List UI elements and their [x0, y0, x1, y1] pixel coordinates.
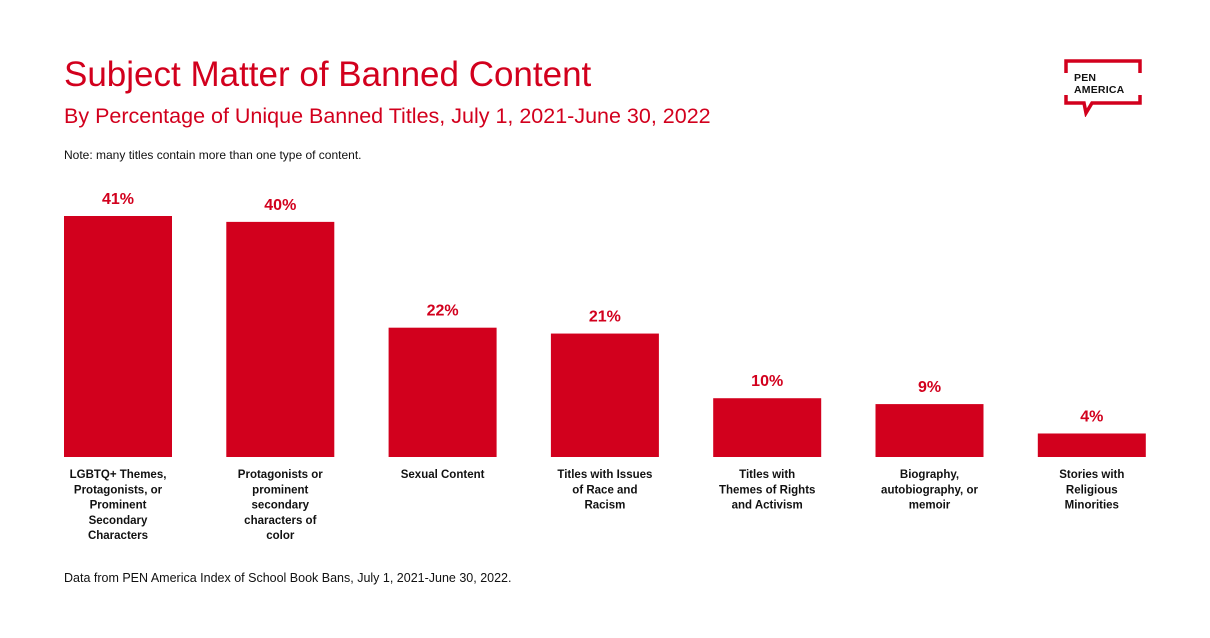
value-label-3: 21%	[589, 309, 621, 326]
bar-0	[64, 216, 172, 457]
bar-3	[550, 333, 659, 457]
category-label-line: color	[266, 530, 295, 542]
category-label-6: Stories with Religious Minorities	[1059, 469, 1124, 512]
bar-6	[1037, 433, 1146, 457]
category-label-3: Titles with Issues of Race and Racism	[557, 469, 652, 512]
chart-note: Note: many titles contain more than one …	[64, 148, 362, 162]
pen-america-logo: PEN AMERICA	[1064, 59, 1144, 118]
category-label-line: prominent	[252, 484, 308, 496]
category-label-line: Themes of Rights	[719, 484, 815, 496]
category-label-line: characters of	[244, 515, 316, 527]
logo-line-2: AMERICA	[1074, 84, 1125, 96]
value-label-5: 9%	[918, 379, 941, 396]
category-label-line: Protagonists, or	[74, 484, 163, 496]
category-label-line: Protagonists or	[238, 469, 324, 481]
category-label-line: Religious	[1066, 484, 1118, 496]
value-label-2: 22%	[427, 303, 459, 320]
logo-frame-icon	[1064, 59, 1144, 118]
category-label-line: Stories with	[1059, 469, 1124, 481]
category-label-line: Sexual Content	[401, 469, 485, 481]
value-label-1: 40%	[264, 197, 296, 214]
source-note: Data from PEN America Index of School Bo…	[64, 571, 512, 585]
category-label-1: Protagonists or prominent secondary charact…	[238, 469, 324, 542]
category-label-line: LGBTQ+ Themes,	[70, 469, 167, 481]
bar-4	[713, 398, 822, 457]
category-label-line: Titles with	[739, 469, 795, 481]
category-label-line: Racism	[584, 500, 625, 512]
category-label-line: Minorities	[1065, 500, 1119, 512]
bar-5	[875, 404, 984, 457]
chart-subtitle: By Percentage of Unique Banned Titles, J…	[64, 104, 711, 128]
chart-title: Subject Matter of Banned Content	[64, 55, 592, 94]
value-label-4: 10%	[751, 373, 783, 390]
category-label-line: Secondary	[89, 515, 148, 527]
category-label-2: Sexual Content	[401, 469, 485, 481]
category-label-line: Titles with Issues	[557, 469, 652, 481]
category-label-line: of Race and	[572, 484, 637, 496]
category-label-line: Characters	[88, 530, 148, 542]
value-label-0: 41%	[102, 191, 134, 208]
bar-2	[388, 327, 497, 457]
category-label-4: Titles with Themes of Rights and Activism	[719, 469, 815, 512]
logo-text: PEN AMERICA	[1074, 72, 1124, 96]
category-label-line: secondary	[252, 500, 310, 512]
category-label-line: Prominent	[90, 500, 147, 512]
bar-1	[226, 221, 335, 457]
logo-line-1: PEN	[1074, 72, 1097, 84]
category-label-line: and Activism	[732, 500, 803, 512]
category-label-5: Biography, autobiography, or memoir	[881, 469, 978, 512]
category-label-line: Biography,	[900, 469, 959, 481]
category-label-0: LGBTQ+ Themes, Protagonists, or Prominent S…	[70, 469, 167, 542]
value-label-6: 4%	[1080, 408, 1103, 425]
category-label-line: autobiography, or	[881, 484, 978, 496]
category-label-line: memoir	[909, 500, 951, 512]
